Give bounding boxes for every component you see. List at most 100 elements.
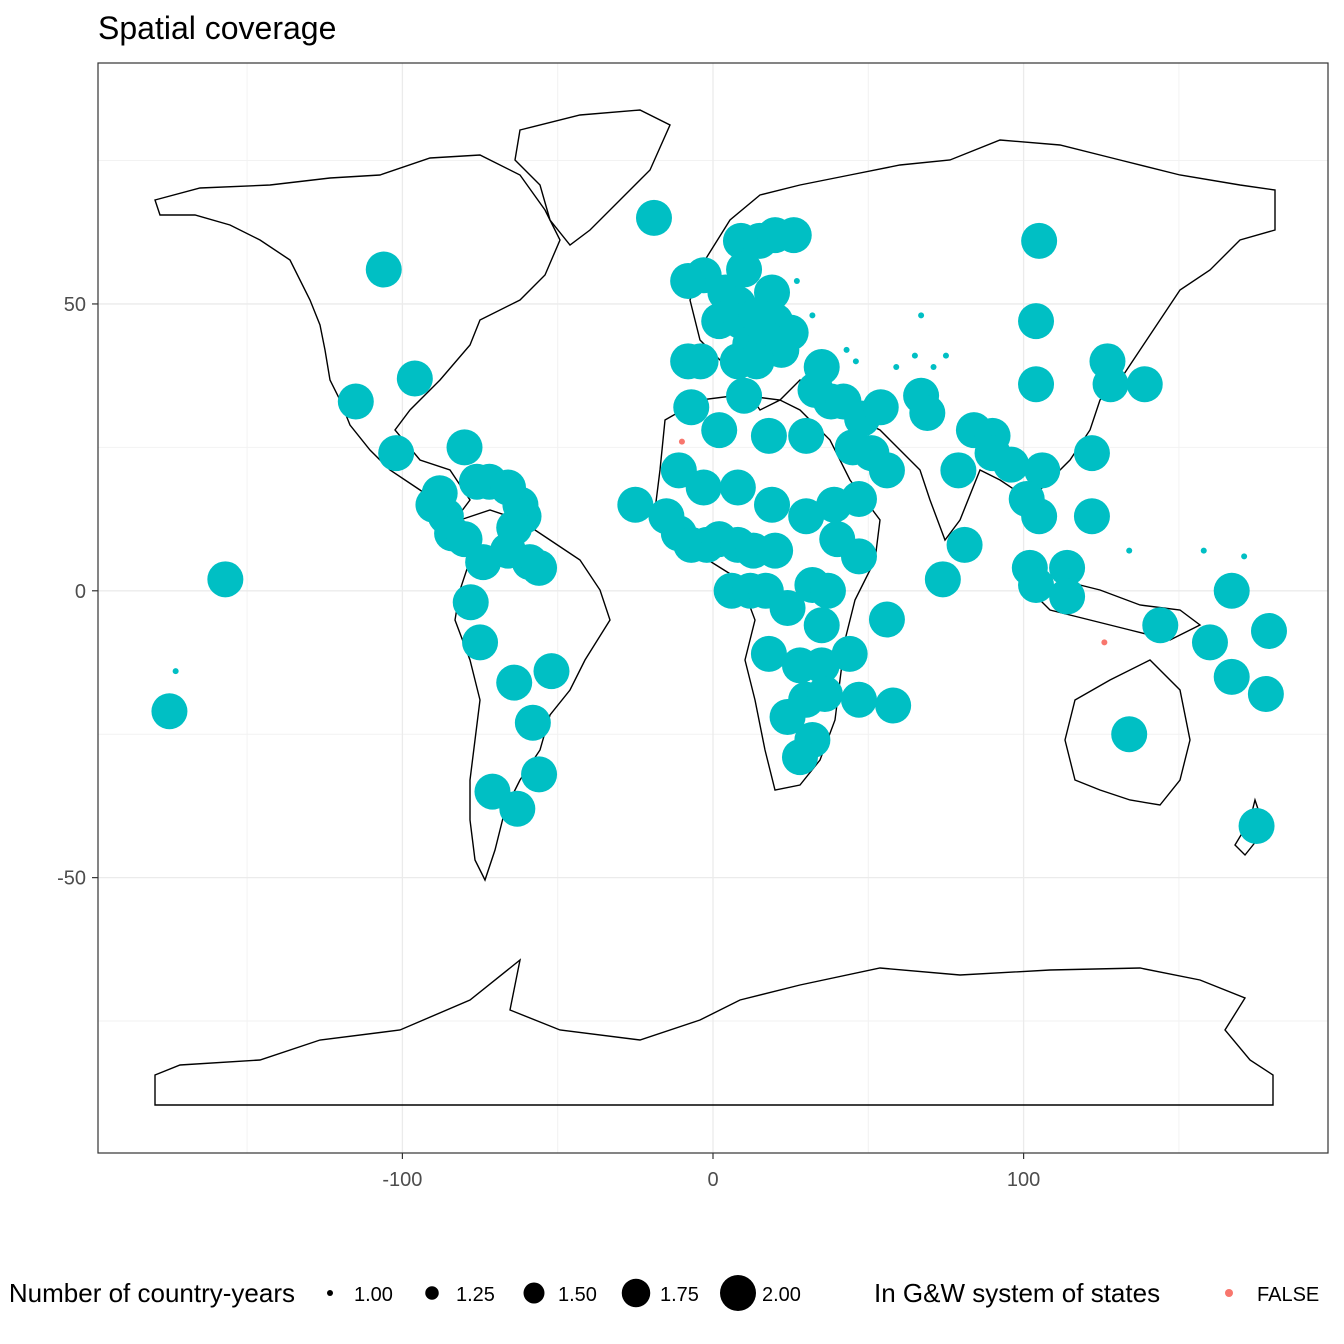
x-tick-label: -100 [382,1169,422,1191]
data-point [793,278,800,284]
data-point [726,377,763,414]
data-point [151,693,188,730]
data-point [788,417,825,454]
y-tick-label: 0 [75,581,86,603]
data-point [1142,607,1179,644]
data-point [738,343,775,380]
data-point [806,676,843,713]
data-point [831,635,868,672]
data-point [942,352,949,359]
data-point [788,498,825,535]
data-point [840,538,877,575]
y-tick-label: 50 [64,294,86,316]
data-point [701,412,738,449]
data-point [499,790,536,827]
data-point [750,417,787,454]
x-tick-label: 100 [1007,1169,1040,1191]
data-point [337,383,374,420]
data-point [673,389,710,426]
data-point [452,584,489,621]
data-point [1101,639,1108,646]
data-point [462,624,499,661]
data-point [893,364,900,371]
country-points [151,199,1287,844]
data-point [781,739,818,776]
color-legend-key [1225,1289,1233,1297]
data-point [875,687,912,724]
data-point [670,263,707,299]
data-point [719,469,756,506]
data-point [521,756,558,793]
southeast-asia-outline [1018,558,1202,641]
data-point [809,572,846,609]
size-legend-key [621,1278,651,1308]
data-point [946,526,983,563]
size-legend-key [425,1286,439,1300]
data-point [682,343,719,380]
data-point [1024,452,1061,489]
data-point [843,346,850,353]
data-point [840,681,877,718]
data-point [465,544,502,581]
data-point [1241,553,1248,560]
data-point [834,429,871,466]
data-point [1092,366,1129,403]
data-point [1018,303,1055,340]
data-point [514,704,551,741]
data-point [1247,676,1284,713]
antarctica-outline [154,958,1274,1106]
data-point [868,452,905,489]
data-point [993,446,1030,483]
data-point [617,486,654,523]
size-legend-key [720,1275,756,1311]
data-point [1213,572,1250,609]
data-point [852,358,859,365]
data-point [775,217,812,254]
data-point [862,389,899,426]
size-legend-label: 2.00 [762,1284,801,1306]
size-legend-title: Number of country-years [9,1278,295,1308]
data-point [1111,716,1148,753]
color-legend-title: In G&W system of states [874,1278,1160,1308]
data-point [378,435,415,472]
data-point [521,549,558,586]
data-point [446,429,483,466]
size-legend-key [523,1282,545,1304]
data-point [635,199,672,236]
data-point [172,668,179,675]
data-point [911,352,918,359]
data-point [1200,547,1207,554]
data-point [1073,498,1110,535]
data-point [1213,658,1250,695]
data-point [1073,435,1110,472]
data-point [918,312,925,319]
data-point [909,394,946,431]
data-point [685,469,722,506]
data-point [750,635,787,672]
y-tick-label: -50 [57,868,86,890]
x-tick-label: 0 [707,1169,718,1191]
data-point [1018,567,1055,604]
data-point [1126,366,1163,403]
australia-outline [1064,659,1191,806]
data-point [757,532,794,569]
data-point [930,364,937,371]
greenland-outline [514,109,671,246]
data-point [924,561,961,598]
data-point [868,601,905,638]
data-point [1021,498,1058,535]
data-point [754,486,791,523]
data-point [496,664,533,701]
data-point [1250,612,1287,649]
data-point [678,438,685,445]
chart-title: Spatial coverage [98,10,337,46]
data-point [1049,578,1086,615]
axes: -100 0 100 -50 0 50 [57,294,1040,1191]
data-point [809,312,816,319]
data-point [840,481,877,517]
size-legend-label: 1.75 [660,1284,699,1306]
data-point [1021,222,1058,259]
data-point [207,561,244,598]
size-legend-label: 1.50 [558,1284,597,1306]
